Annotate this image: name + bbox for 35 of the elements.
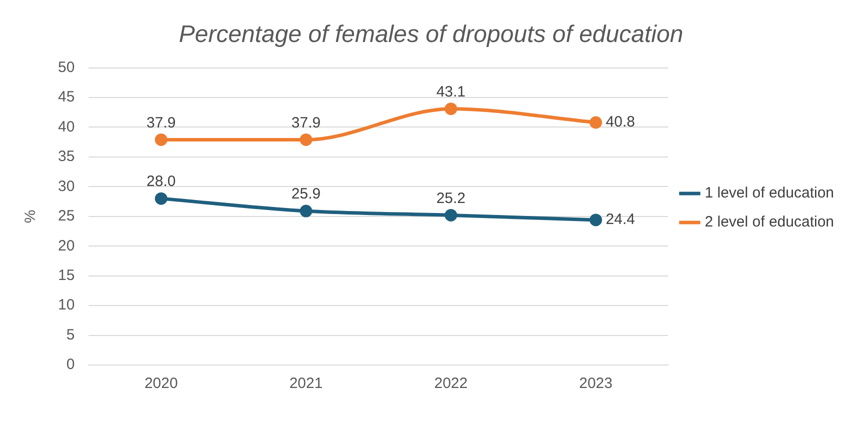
- data-label: 28.0: [146, 173, 176, 190]
- point: [444, 208, 458, 222]
- y-tick-label: 25: [58, 208, 75, 225]
- legend-label: 1 level of education: [704, 184, 834, 202]
- point: [590, 116, 602, 129]
- x-tick-label: 2022: [434, 375, 468, 392]
- point: [154, 133, 168, 146]
- y-tick-label: 40: [58, 118, 75, 136]
- data-label: 37.9: [291, 114, 321, 132]
- y-tick-label: 20: [58, 237, 75, 254]
- data-label: 24.4: [606, 211, 635, 228]
- point: [154, 192, 168, 205]
- point: [590, 214, 602, 226]
- y-tick-label: 0: [66, 356, 75, 374]
- data-label: 40.8: [606, 114, 635, 131]
- y-tick-label: 5: [66, 326, 75, 344]
- y-tick-label: 45: [58, 88, 75, 106]
- y-tick-label: 10: [58, 296, 75, 314]
- y-tick-label: 30: [58, 178, 75, 195]
- data-label: 43.1: [436, 83, 466, 100]
- chart-title: Percentage of females of dropouts of education: [178, 21, 684, 48]
- data-label: 25.9: [291, 186, 321, 203]
- y-tick-label: 35: [58, 148, 75, 166]
- data-label: 25.2: [436, 190, 466, 207]
- y-axis-title: %: [22, 210, 40, 224]
- x-tick-label: 2021: [289, 375, 323, 392]
- point: [300, 204, 312, 218]
- data-label: 37.9: [146, 114, 176, 132]
- x-tick-label: 2020: [144, 375, 178, 392]
- y-tick-label: 15: [58, 266, 75, 284]
- point: [444, 102, 458, 116]
- x-tick-label: 2023: [579, 375, 612, 392]
- y-tick-label: 50: [58, 58, 75, 76]
- point: [300, 133, 312, 146]
- legend-label: 2 level of education: [704, 214, 834, 231]
